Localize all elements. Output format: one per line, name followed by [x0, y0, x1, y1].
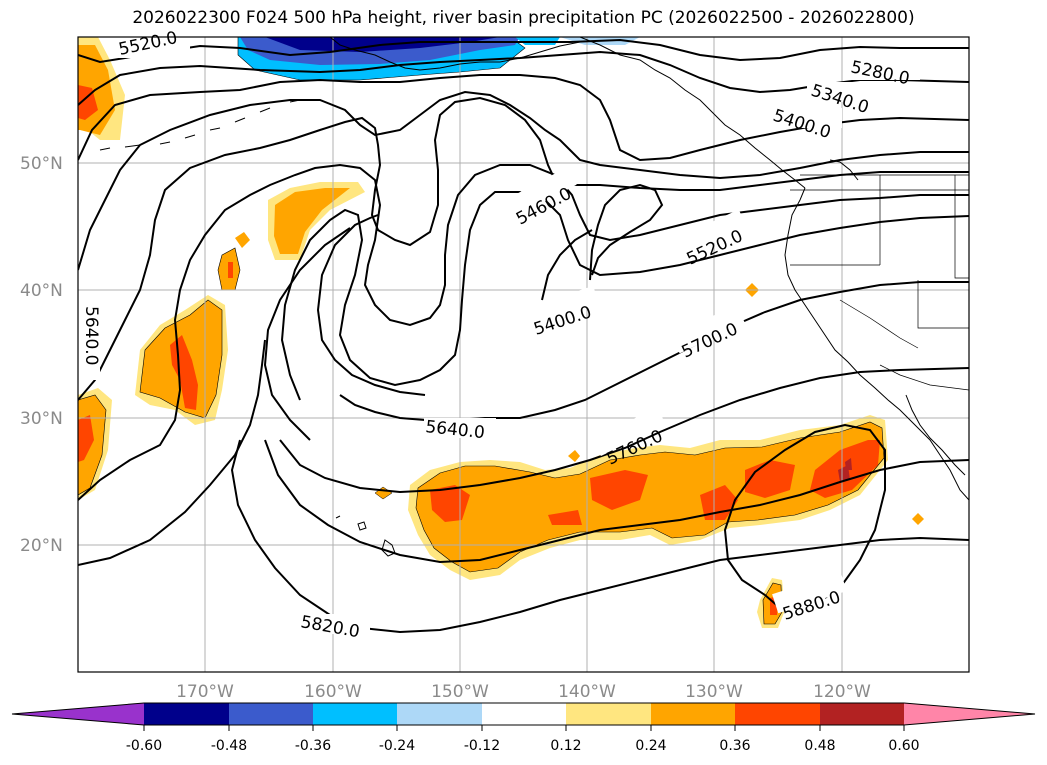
colorbar-tick-label: -0.48 [211, 738, 247, 754]
colorbar-segment [651, 703, 735, 725]
colorbar: -0.60 -0.48 -0.36 -0.24 -0.12 0.12 0.24 … [11, 702, 1036, 754]
lon-label: 140°W [558, 682, 616, 702]
colorbar-segment [144, 703, 229, 725]
colorbar-extend-min [12, 703, 144, 725]
longitude-labels: 170°W 160°W 150°W 140°W 130°W 120°W [176, 682, 871, 702]
colorbar-tick-label: 0.24 [635, 738, 666, 754]
latitude-labels: 50°N 40°N 30°N 20°N [20, 154, 63, 556]
colorbar-ticks [143, 725, 905, 731]
colorbar-tick-label: -0.12 [464, 738, 500, 754]
colorbar-segment [397, 703, 482, 725]
colorbar-tick-label: 0.60 [888, 738, 919, 754]
colorbar-tick-label: 0.36 [719, 738, 750, 754]
colorbar-extend-max [904, 703, 1035, 725]
map-area [78, 37, 969, 672]
contour-label: 5640.0 [81, 306, 101, 365]
lon-label: 160°W [304, 682, 362, 702]
lon-label: 120°W [813, 682, 871, 702]
lon-label: 150°W [431, 682, 489, 702]
colorbar-segment [820, 703, 904, 725]
colorbar-tick-label: -0.60 [126, 738, 162, 754]
lat-label: 40°N [20, 281, 63, 301]
colorbar-tick-label: -0.36 [295, 738, 331, 754]
lat-label: 20°N [20, 536, 63, 556]
colorbar-tick-label: -0.24 [379, 738, 415, 754]
height-contours [78, 38, 969, 634]
colorbar-tick-label: 0.48 [804, 738, 835, 754]
colorbar-segment [735, 703, 820, 725]
colorbar-tick-label: 0.12 [550, 738, 581, 754]
lat-label: 50°N [20, 154, 63, 174]
positive-precip-anomaly [78, 37, 924, 628]
colorbar-segment [313, 703, 397, 725]
colorbar-segment [566, 703, 651, 725]
colorbar-segment [229, 703, 313, 725]
lon-label: 130°W [685, 682, 743, 702]
lat-label: 30°N [20, 409, 63, 429]
graticule [78, 37, 969, 672]
chart-title: 2026022300 F024 500 hPa height, river ba… [132, 8, 915, 28]
map-frame [77, 36, 970, 673]
colorbar-segment [482, 703, 566, 725]
colorbar-tick-labels: -0.60 -0.48 -0.36 -0.24 -0.12 0.12 0.24 … [126, 738, 920, 754]
lon-label: 170°W [176, 682, 234, 702]
